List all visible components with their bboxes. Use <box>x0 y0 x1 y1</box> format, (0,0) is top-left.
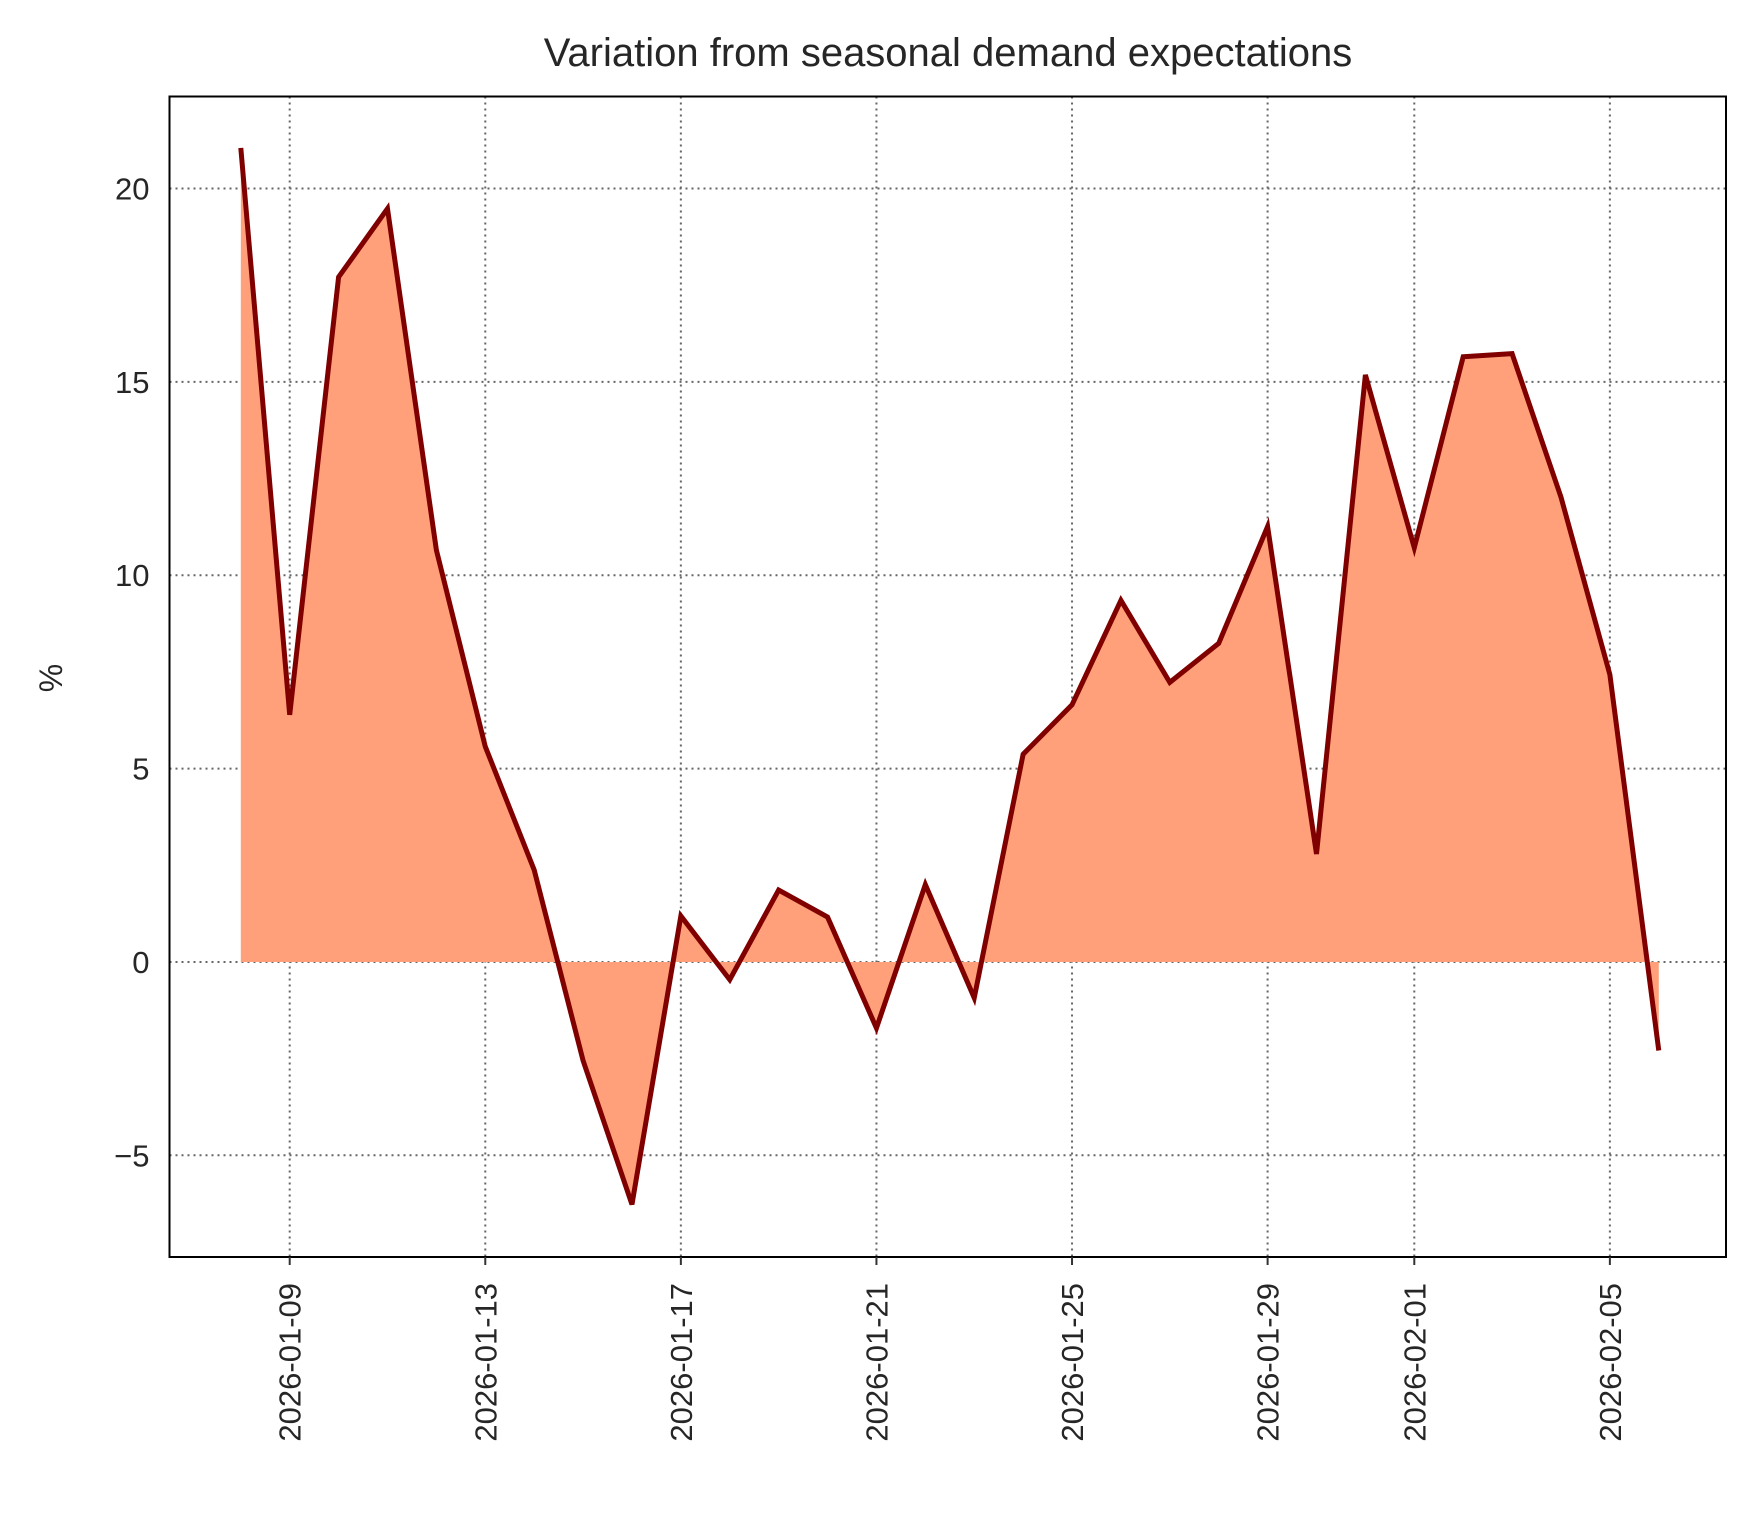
chart-title: Variation from seasonal demand expectati… <box>544 31 1353 75</box>
series-line <box>238 147 1662 1206</box>
x-tick-label: 2026-01-21 <box>859 1283 894 1442</box>
area-fill <box>240 147 1659 1205</box>
y-axis: −5 0 5 10 15 20 <box>114 172 149 1174</box>
y-tick-label: 15 <box>115 365 149 400</box>
x-tick-label: 2026-02-01 <box>1397 1283 1432 1442</box>
x-tick-label: 2026-01-09 <box>273 1283 308 1442</box>
x-tick-label: 2026-01-17 <box>664 1283 699 1442</box>
y-tick-label: −5 <box>114 1138 149 1173</box>
x-axis: 2026-01-09 2026-01-13 2026-01-17 2026-01-21… <box>273 1257 1628 1442</box>
y-tick-label: 20 <box>115 172 149 207</box>
x-tick-label: 2026-01-13 <box>468 1283 503 1442</box>
y-tick-label: 10 <box>115 558 149 593</box>
x-tick-label: 2026-02-05 <box>1593 1283 1628 1442</box>
x-tick-label: 2026-01-29 <box>1251 1283 1286 1442</box>
y-axis-label: % <box>33 664 69 692</box>
x-tick-label: 2026-01-25 <box>1055 1283 1090 1442</box>
series-area <box>238 147 1662 1206</box>
y-tick-label: 5 <box>132 752 149 787</box>
y-tick-label: 0 <box>132 945 149 980</box>
plot-frame <box>168 95 1727 1258</box>
